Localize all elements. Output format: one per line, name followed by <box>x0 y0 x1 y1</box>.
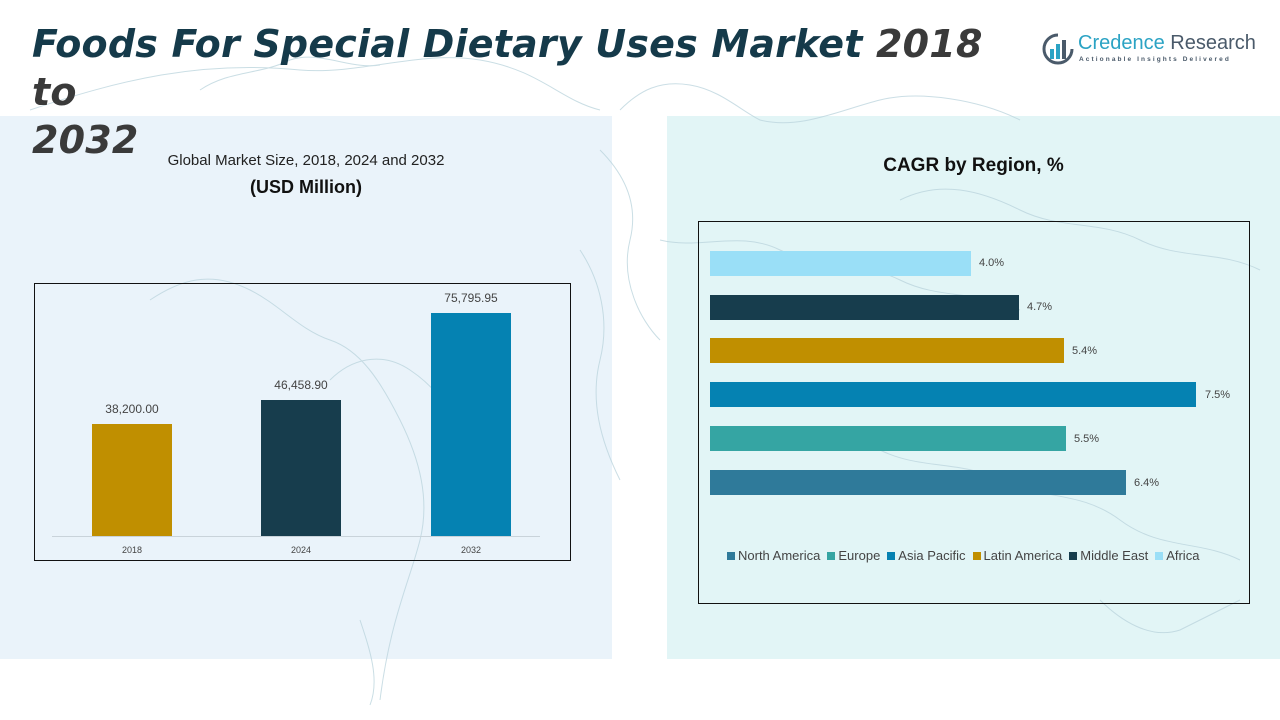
bar-2024 <box>261 400 341 536</box>
legend-latin-america: Latin America <box>972 548 1063 563</box>
bar-label-2018: 38,200.00 <box>105 402 159 416</box>
title-tail-end-year: 2032 <box>32 118 139 162</box>
legend-europe: Europe <box>827 548 880 563</box>
legend-label: Middle East <box>1080 548 1149 563</box>
bar-label-2032: 75,795.95 <box>444 291 498 305</box>
legend-swatch-icon <box>1069 551 1078 560</box>
logo-name: Credence Research <box>1078 32 1256 55</box>
cagr-legend: North America Europe Asia Pacific Latin … <box>727 548 1199 563</box>
legend-swatch-icon <box>972 551 981 560</box>
market-size-chart: 38,200.00 2018 46,458.90 2024 75,795.95 … <box>34 283 571 561</box>
bar-europe <box>710 426 1066 451</box>
legend-label: Europe <box>838 548 881 563</box>
logo-name-research: Research <box>1164 32 1256 54</box>
bar-label-north-america: 6.4% <box>1134 477 1160 489</box>
category-2018: 2018 <box>121 545 143 555</box>
legend-label: Africa <box>1166 548 1200 563</box>
legend-north-america: North America <box>727 548 820 563</box>
bar-chart-circle-icon <box>1042 33 1074 65</box>
legend-swatch-icon <box>827 551 836 560</box>
x-axis-line <box>52 536 540 537</box>
bar-label-2024: 46,458.90 <box>274 378 328 392</box>
legend-label: North America <box>738 548 821 563</box>
legend-africa: Africa <box>1155 548 1199 563</box>
title-tail-years: 2018 to <box>32 22 983 114</box>
logo-name-credence: Credence <box>1078 32 1165 54</box>
legend-middle-east: Middle East <box>1069 548 1148 563</box>
legend-swatch-icon <box>887 551 896 560</box>
bar-latin-america <box>710 338 1064 363</box>
bar-label-middle-east: 4.7% <box>1027 301 1053 313</box>
bar-label-africa: 4.0% <box>979 257 1005 269</box>
cagr-title: CAGR by Region, % <box>883 155 1064 176</box>
market-size-unit: (USD Million) <box>250 177 362 197</box>
bar-africa <box>710 251 971 276</box>
bar-label-asia-pacific: 7.5% <box>1205 389 1231 401</box>
bar-label-latin-america: 5.4% <box>1072 345 1098 357</box>
bar-2032 <box>431 313 511 536</box>
bar-asia-pacific <box>710 382 1196 407</box>
title-main: Foods For Special Dietary Uses Market <box>32 22 863 66</box>
bar-middle-east <box>710 295 1019 320</box>
bar-north-america <box>710 470 1126 495</box>
bar-2018 <box>92 424 172 536</box>
page-title: Foods For Special Dietary Uses Market 20… <box>32 20 1012 164</box>
legend-swatch-icon <box>727 551 735 560</box>
legend-swatch-icon <box>1155 551 1164 560</box>
category-2024: 2024 <box>290 545 312 555</box>
cagr-chart: 4.0% 4.7% 5.4% 7.5% 5.5% 6.4% North Amer… <box>698 221 1250 604</box>
legend-label: Latin America <box>983 548 1063 563</box>
legend-asia-pacific: Asia Pacific <box>887 548 966 563</box>
logo-tagline: Actionable Insights Delivered <box>1079 56 1231 63</box>
legend-label: Asia Pacific <box>898 548 966 563</box>
market-size-subtitle: Global Market Size, 2018, 2024 and 2032 <box>167 152 445 169</box>
credence-research-logo: Credence Research Actionable Insights De… <box>1040 30 1260 70</box>
category-2032: 2032 <box>460 545 482 555</box>
bar-label-europe: 5.5% <box>1074 433 1100 445</box>
